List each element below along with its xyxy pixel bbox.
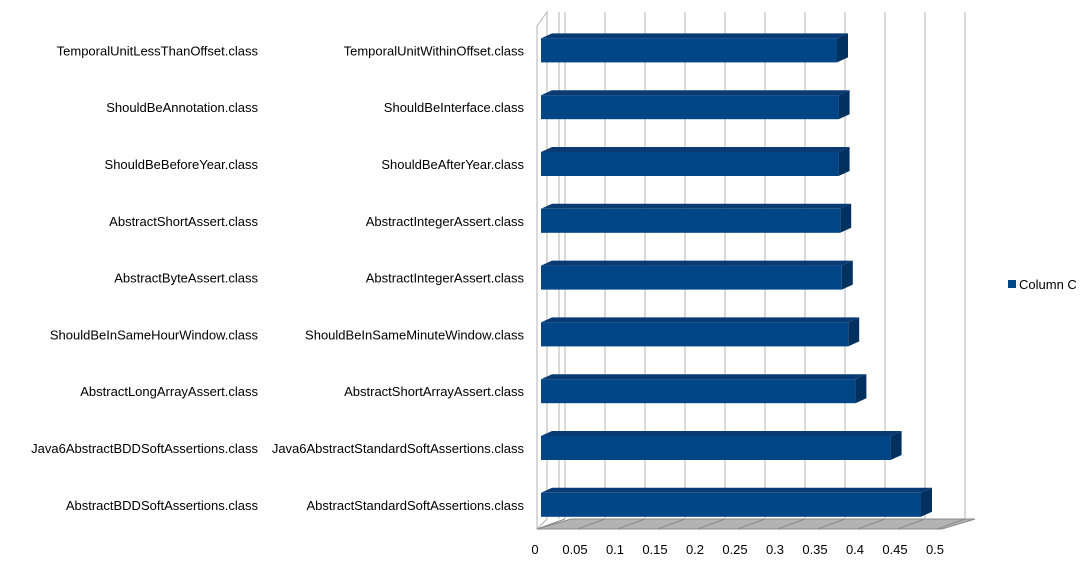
bar-top-face (541, 317, 860, 323)
bar (541, 260, 853, 290)
floor-gridline (936, 518, 966, 530)
bar-end-face (838, 147, 850, 176)
inner-category-label: ShouldBeAfterYear.class (381, 157, 524, 172)
floor-gridline (776, 518, 806, 530)
bar (541, 374, 867, 404)
inner-category-label: ShouldBeInterface.class (384, 100, 525, 115)
x-tick-label: 0.25 (722, 542, 747, 557)
x-tick-label: 0.3 (766, 542, 784, 557)
bar-end-face (838, 90, 850, 120)
x-axis-ticks: 0 0.05 0.1 0.15 0.2 0.25 0.3 0.35 0.4 0.45 0.5 (531, 542, 944, 557)
outer-category-label: TemporalUnitLessThanOffset.class (57, 43, 259, 58)
inner-category-label: TemporalUnitWithinOffset.class (344, 43, 525, 58)
bar-front-face (541, 322, 849, 347)
outer-category-label: AbstractByteAssert.class (114, 271, 258, 286)
floor-gridline (736, 518, 766, 530)
bar-top-face (541, 33, 848, 39)
bar-front-face (541, 265, 842, 290)
bar-top-face (541, 147, 850, 152)
x-tick-label: 0.05 (562, 542, 587, 557)
floor-gridline (896, 518, 926, 530)
inner-category-label: Java6AbstractStandardSoftAssertions.clas… (272, 441, 525, 456)
bar-end-face (841, 260, 853, 290)
bar (541, 90, 850, 120)
x-tick-label: 0.45 (882, 542, 907, 557)
bar-front-face (541, 38, 837, 63)
outer-category-label: AbstractShortAssert.class (109, 214, 258, 229)
outer-category-label: AbstractBDDSoftAssertions.class (66, 498, 259, 513)
floor-plane (536, 518, 976, 530)
legend: Column C (1008, 277, 1077, 292)
bar (541, 147, 850, 176)
bar-front-face (541, 208, 841, 233)
bar (541, 317, 860, 347)
chart-floor (536, 518, 976, 530)
x-tick-label: 0.5 (926, 542, 944, 557)
bar-front-face (541, 492, 921, 517)
bars (541, 33, 932, 517)
x-tick-label: 0.35 (802, 542, 827, 557)
x-tick-label: 0.15 (642, 542, 667, 557)
outer-category-label: Java6AbstractBDDSoftAssertions.class (31, 441, 258, 456)
bar-end-face (855, 374, 867, 404)
x-tick-label: 0.4 (846, 542, 864, 557)
floor-gridline (576, 518, 606, 530)
bar-end-face (890, 431, 902, 460)
bar (541, 33, 848, 63)
outer-category-labels: TemporalUnitLessThanOffset.class ShouldBe… (31, 43, 258, 512)
outer-category-label: ShouldBeAnnotation.class (106, 100, 258, 115)
bar-top-face (541, 431, 902, 436)
bar (541, 487, 932, 517)
inner-category-label: ShouldBeInSameMinuteWindow.class (305, 327, 524, 342)
bar-top-face (541, 487, 932, 493)
legend-label: Column C (1019, 277, 1077, 292)
x-tick-label: 0.2 (686, 542, 704, 557)
bar-top-face (541, 203, 852, 209)
outer-category-label: AbstractLongArrayAssert.class (80, 384, 258, 399)
x-tick-label: 0.1 (606, 542, 624, 557)
outer-category-label: ShouldBeBeforeYear.class (105, 157, 259, 172)
inner-category-labels: TemporalUnitWithinOffset.class ShouldBeIn… (272, 43, 525, 512)
bar-front-face (541, 95, 839, 120)
bar (541, 431, 902, 460)
bar-end-face (837, 33, 848, 63)
bar-top-face (541, 374, 867, 380)
floor-gridline (656, 518, 686, 530)
bar (541, 203, 852, 233)
bar-end-face (848, 317, 860, 347)
outer-category-label: ShouldBeInSameHourWindow.class (50, 327, 259, 342)
bar-front-face (541, 436, 891, 460)
floor-gridline (696, 518, 726, 530)
floor-gridline (856, 518, 886, 530)
floor-gridline (816, 518, 846, 530)
bar-end-face (840, 203, 852, 233)
inner-category-label: AbstractStandardSoftAssertions.class (307, 498, 525, 513)
bar-top-face (541, 260, 853, 266)
x-tick-label: 0 (531, 542, 538, 557)
bar-top-face (541, 90, 850, 96)
inner-category-label: AbstractShortArrayAssert.class (344, 384, 524, 399)
floor-gridline (616, 518, 646, 530)
inner-category-label: AbstractIntegerAssert.class (366, 214, 525, 229)
inner-category-label: AbstractIntegerAssert.class (366, 271, 525, 286)
bar-front-face (541, 379, 856, 404)
legend-swatch (1008, 280, 1016, 288)
bar-front-face (541, 152, 839, 176)
floor-gridline (536, 518, 566, 530)
bar-end-face (921, 487, 932, 517)
